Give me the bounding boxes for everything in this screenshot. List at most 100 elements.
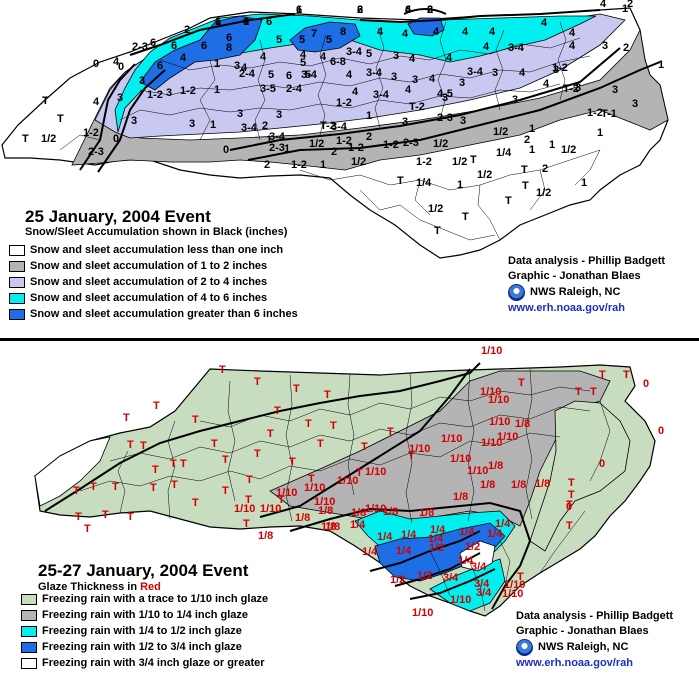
map-value-label: 1 (214, 58, 220, 70)
map-value-label: 4 (402, 28, 409, 40)
map-value-label: T (219, 364, 226, 376)
snow-zone-gt6-north (289, 21, 361, 53)
ice-zone-none-west (34, 436, 111, 507)
legend-swatch (9, 244, 25, 256)
map-value-label: T (289, 456, 296, 468)
map-value-label: 2 (331, 146, 337, 158)
map-value-label: T (245, 494, 252, 506)
map-value-label: 1 (214, 84, 220, 96)
map-value-label: 1/10 (467, 465, 488, 477)
map-value-label: 0 (113, 133, 119, 145)
map-value-label: T (278, 494, 285, 506)
office-url-link[interactable]: www.erh.noaa.gov/rah (516, 657, 633, 669)
graphic-credit: Graphic - Jonathan Blaes (516, 625, 649, 637)
map-value-label: 1/10 (502, 588, 523, 600)
map-value-label: 1 (320, 159, 326, 171)
noaa-logo-icon (508, 284, 525, 301)
map-value-label: 4 (241, 62, 248, 74)
map-value-label: 6 (171, 40, 177, 52)
map-value-label: 1/10 (488, 394, 509, 406)
map-value-label: T (324, 389, 331, 401)
map-value-label: 0 (643, 378, 649, 390)
map-value-label: 6 (286, 70, 292, 82)
map-value-label: 1/4 (495, 518, 511, 530)
map-value-label: T-2 (409, 101, 425, 113)
map-value-label: 1/4 (396, 545, 412, 557)
map-value-label: T-2 (563, 83, 579, 95)
map-value-label: 1/10 (480, 386, 501, 398)
ice-event-subtitle: Glaze Thickness in Red (38, 581, 161, 593)
map-value-label: 4 (352, 86, 359, 98)
map-value-label: T (317, 438, 324, 450)
map-value-label: 3-5 (260, 83, 276, 95)
map-value-label: 1/10 (450, 453, 471, 465)
map-value-label: 1/2 (428, 203, 443, 215)
map-value-label: 1/2 (390, 574, 405, 586)
map-value-label: 3-4 (346, 46, 363, 58)
map-value-label: T (153, 400, 160, 412)
map-value-label: 1/4 (496, 147, 512, 159)
map-value-label: 6 (427, 4, 433, 16)
map-value-label: 4 (569, 40, 576, 52)
map-value-label: 3 (237, 108, 243, 120)
map-value-label: 1/8 (480, 479, 495, 491)
map-value-label: 1 (210, 119, 216, 131)
map-value-label: 3 (632, 98, 638, 110)
map-value-label: 6 (243, 16, 249, 28)
map-value-label: 3-4 (301, 69, 318, 81)
map-value-label: 1/8 (321, 521, 336, 533)
map-value-label: T (330, 420, 337, 432)
map-value-label: T (361, 441, 368, 453)
map-value-label: 1-2 (83, 127, 99, 139)
map-value-label: T (356, 467, 363, 479)
county-lines (79, 368, 611, 612)
map-value-label: 4 (446, 52, 453, 64)
map-value-label: T (22, 133, 29, 145)
map-value-label: 3-4 (373, 89, 390, 101)
map-value-label: T (222, 485, 229, 497)
map-value-label: T (599, 369, 606, 381)
map-value-label: 2-4 (286, 83, 303, 95)
map-value-label: 1-2 (291, 159, 307, 171)
map-value-label: T (123, 412, 130, 424)
ice-legend: Freezing rain with a trace to 1/10 inch … (21, 591, 268, 671)
map-value-label: 0 (118, 61, 124, 73)
map-value-label: 1/4 (377, 531, 393, 543)
map-value-label: 1/10 (497, 431, 518, 443)
map-value-label: T (267, 428, 274, 440)
map-value-label: 3 (234, 60, 240, 72)
map-value-label: 1 (581, 177, 587, 189)
map-value-label: T (42, 95, 49, 107)
map-value-label: 1-2 (180, 85, 196, 97)
map-value-label: 1/8 (535, 478, 550, 490)
map-value-label: 6 (215, 16, 221, 28)
map-value-label: T (246, 474, 253, 486)
office-url-link[interactable]: www.erh.noaa.gov/rah (508, 302, 625, 314)
map-value-label: 1 (296, 4, 302, 16)
map-value-label: 0 (658, 425, 664, 437)
legend-swatch (21, 593, 37, 605)
snow-legend: Snow and sleet accumulation less than on… (9, 242, 298, 322)
map-value-label: 1/10 (365, 466, 386, 478)
map-value-label: 0 (93, 58, 99, 70)
map-value-label: 1/4 (430, 524, 446, 536)
map-value-label: T (254, 376, 261, 388)
map-value-label: T (566, 499, 573, 511)
map-value-label: T (152, 464, 159, 476)
legend-swatch (9, 276, 25, 288)
map-value-label: 3 (131, 115, 137, 127)
map-value-label: 1-2 (416, 156, 432, 168)
map-value-label: 1/8 (351, 507, 366, 519)
map-value-label: 3-4 (241, 122, 258, 134)
map-value-label: 5 (268, 69, 274, 81)
map-value-label: 1/8 (515, 418, 530, 430)
map-value-label: 5 (326, 34, 332, 46)
map-value-label: 3/4 (476, 587, 492, 599)
map-value-label: 1-2 (348, 142, 364, 154)
map-value-label: T (305, 418, 312, 430)
map-value-label: 1/8 (383, 506, 398, 518)
ice-legend-item: Freezing rain with 1/4 to 1/2 inch glaze (21, 623, 268, 639)
map-value-label: 4 (543, 78, 550, 90)
map-value-label: 2-3 (88, 146, 104, 158)
